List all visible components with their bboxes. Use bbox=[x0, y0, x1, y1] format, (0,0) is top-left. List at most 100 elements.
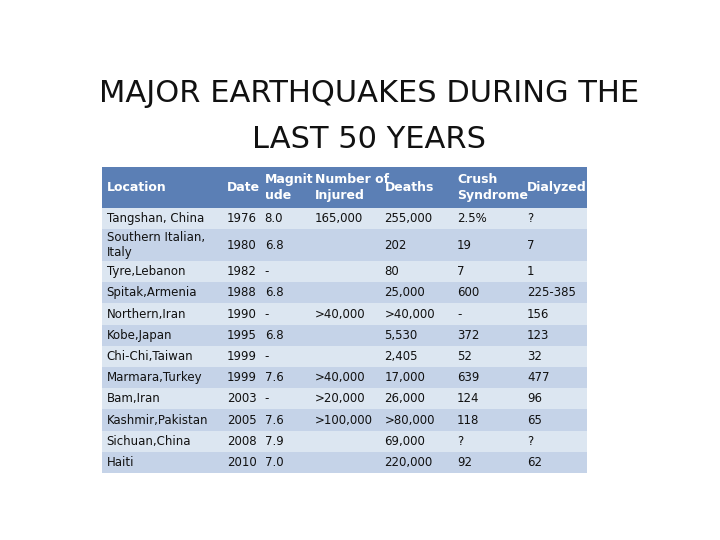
Text: 6.8: 6.8 bbox=[265, 329, 283, 342]
Text: >40,000: >40,000 bbox=[384, 308, 436, 321]
Text: 5,530: 5,530 bbox=[384, 329, 418, 342]
Bar bbox=[310, 230, 380, 261]
Bar bbox=[310, 409, 380, 431]
Text: 2008: 2008 bbox=[227, 435, 256, 448]
Text: 69,000: 69,000 bbox=[384, 435, 426, 448]
Bar bbox=[523, 346, 587, 367]
Text: 62: 62 bbox=[527, 456, 542, 469]
Bar bbox=[523, 261, 587, 282]
Bar bbox=[102, 346, 222, 367]
Bar bbox=[310, 452, 380, 473]
Text: 1980: 1980 bbox=[227, 239, 256, 252]
Bar bbox=[102, 452, 222, 473]
Bar bbox=[310, 388, 380, 409]
Text: 202: 202 bbox=[384, 239, 407, 252]
Bar bbox=[380, 208, 453, 230]
Bar bbox=[523, 282, 587, 303]
Text: Tyre,Lebanon: Tyre,Lebanon bbox=[107, 265, 185, 278]
Bar bbox=[453, 431, 523, 452]
Bar bbox=[453, 230, 523, 261]
Bar bbox=[260, 230, 310, 261]
Text: 7: 7 bbox=[527, 239, 534, 252]
Text: 7.6: 7.6 bbox=[265, 371, 284, 384]
Bar bbox=[453, 367, 523, 388]
Bar bbox=[310, 261, 380, 282]
Text: 639: 639 bbox=[457, 371, 480, 384]
Bar bbox=[102, 208, 222, 230]
Text: Northern,Iran: Northern,Iran bbox=[107, 308, 186, 321]
Text: 156: 156 bbox=[527, 308, 549, 321]
Text: 600: 600 bbox=[457, 286, 480, 299]
Bar bbox=[523, 167, 587, 208]
Text: Magnit
ude: Magnit ude bbox=[265, 173, 313, 202]
Text: 92: 92 bbox=[457, 456, 472, 469]
Text: ?: ? bbox=[457, 435, 464, 448]
Bar bbox=[380, 388, 453, 409]
Bar bbox=[453, 303, 523, 325]
Bar bbox=[260, 409, 310, 431]
Text: Haiti: Haiti bbox=[107, 456, 134, 469]
Text: 477: 477 bbox=[527, 371, 549, 384]
Text: Chi-Chi,Taiwan: Chi-Chi,Taiwan bbox=[107, 350, 194, 363]
Bar bbox=[260, 303, 310, 325]
Bar bbox=[102, 367, 222, 388]
Bar bbox=[222, 303, 260, 325]
Bar bbox=[380, 367, 453, 388]
Text: 1988: 1988 bbox=[227, 286, 256, 299]
Bar bbox=[523, 325, 587, 346]
Text: 8.0: 8.0 bbox=[265, 212, 283, 225]
Bar bbox=[523, 388, 587, 409]
Bar bbox=[380, 167, 453, 208]
Text: 80: 80 bbox=[384, 265, 400, 278]
Text: Kashmir,Pakistan: Kashmir,Pakistan bbox=[107, 414, 208, 427]
Bar bbox=[102, 303, 222, 325]
Bar bbox=[102, 409, 222, 431]
Bar bbox=[222, 325, 260, 346]
Text: Bam,Iran: Bam,Iran bbox=[107, 393, 161, 406]
Bar bbox=[222, 388, 260, 409]
Bar bbox=[260, 208, 310, 230]
Bar bbox=[222, 208, 260, 230]
Text: Southern Italian,
Italy: Southern Italian, Italy bbox=[107, 231, 205, 259]
Bar bbox=[310, 325, 380, 346]
Bar bbox=[453, 282, 523, 303]
Bar bbox=[222, 282, 260, 303]
Text: Number of
Injured: Number of Injured bbox=[315, 173, 389, 202]
Text: 123: 123 bbox=[527, 329, 549, 342]
Text: 17,000: 17,000 bbox=[384, 371, 426, 384]
Text: Kobe,Japan: Kobe,Japan bbox=[107, 329, 172, 342]
Bar bbox=[453, 325, 523, 346]
Text: >100,000: >100,000 bbox=[315, 414, 373, 427]
Text: 25,000: 25,000 bbox=[384, 286, 426, 299]
Bar bbox=[310, 167, 380, 208]
Text: 165,000: 165,000 bbox=[315, 212, 363, 225]
Bar bbox=[523, 367, 587, 388]
Bar bbox=[260, 452, 310, 473]
Text: 2,405: 2,405 bbox=[384, 350, 418, 363]
Text: 372: 372 bbox=[457, 329, 480, 342]
Text: 7: 7 bbox=[457, 265, 464, 278]
Bar bbox=[380, 431, 453, 452]
Text: 1982: 1982 bbox=[227, 265, 256, 278]
Bar bbox=[523, 431, 587, 452]
Text: LAST 50 YEARS: LAST 50 YEARS bbox=[252, 125, 486, 154]
Bar bbox=[102, 388, 222, 409]
Bar bbox=[260, 325, 310, 346]
Text: 19: 19 bbox=[457, 239, 472, 252]
Bar bbox=[380, 325, 453, 346]
Bar bbox=[453, 388, 523, 409]
Bar bbox=[222, 367, 260, 388]
Text: 118: 118 bbox=[457, 414, 480, 427]
Text: -: - bbox=[265, 350, 269, 363]
Bar bbox=[260, 167, 310, 208]
Text: 2005: 2005 bbox=[227, 414, 256, 427]
Text: 220,000: 220,000 bbox=[384, 456, 433, 469]
Text: 7.0: 7.0 bbox=[265, 456, 283, 469]
Bar bbox=[380, 346, 453, 367]
Bar bbox=[102, 325, 222, 346]
Bar bbox=[523, 303, 587, 325]
Text: 1999: 1999 bbox=[227, 350, 257, 363]
Text: Sichuan,China: Sichuan,China bbox=[107, 435, 192, 448]
Text: Marmara,Turkey: Marmara,Turkey bbox=[107, 371, 202, 384]
Text: 255,000: 255,000 bbox=[384, 212, 433, 225]
